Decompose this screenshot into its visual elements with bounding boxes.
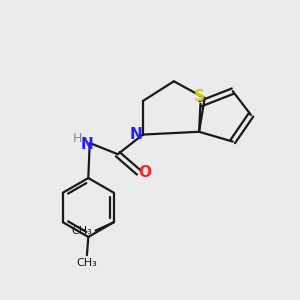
Text: CH₃: CH₃ <box>71 226 92 236</box>
Text: CH₃: CH₃ <box>76 258 97 268</box>
Text: O: O <box>139 165 152 180</box>
Text: S: S <box>194 89 205 104</box>
Text: N: N <box>130 127 142 142</box>
Text: H: H <box>72 132 82 145</box>
Text: N: N <box>80 137 93 152</box>
